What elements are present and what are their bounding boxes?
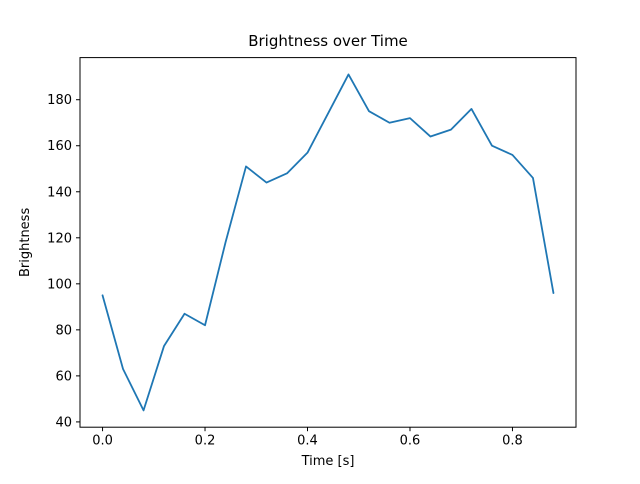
chart-title: Brightness over Time xyxy=(248,32,408,50)
y-tick-label: 80 xyxy=(55,323,72,338)
x-tick-label: 0.0 xyxy=(92,434,113,449)
y-tick-label: 40 xyxy=(55,415,72,430)
y-tick-label: 180 xyxy=(47,93,72,108)
y-tick-label: 140 xyxy=(47,185,72,200)
x-tick-label: 0.2 xyxy=(195,434,216,449)
x-tick-label: 0.8 xyxy=(502,434,523,449)
data-line xyxy=(101,73,555,412)
y-tick-label: 160 xyxy=(47,139,72,154)
x-axis-label: Time [s] xyxy=(301,454,355,469)
y-tick-label: 60 xyxy=(55,369,72,384)
y-tick-label: 120 xyxy=(47,231,72,246)
x-tick-label: 0.6 xyxy=(400,434,421,449)
y-axis-label: Brightness xyxy=(18,208,33,277)
x-axis-ticks: 0.0 0.2 0.4 0.6 0.8 xyxy=(92,427,523,449)
x-tick-label: 0.4 xyxy=(297,434,318,449)
plot-area xyxy=(79,57,577,428)
y-axis-ticks: 40 60 80 100 120 140 160 180 xyxy=(47,93,80,430)
y-tick-label: 100 xyxy=(47,277,72,292)
